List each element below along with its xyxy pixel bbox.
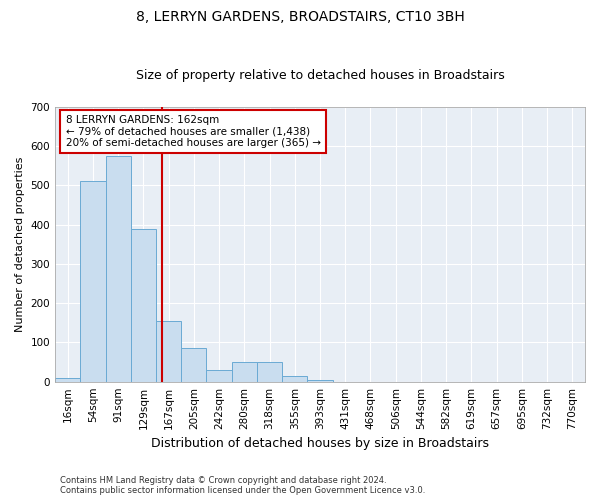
Text: 8, LERRYN GARDENS, BROADSTAIRS, CT10 3BH: 8, LERRYN GARDENS, BROADSTAIRS, CT10 3BH: [136, 10, 464, 24]
Text: Contains HM Land Registry data © Crown copyright and database right 2024.
Contai: Contains HM Land Registry data © Crown c…: [60, 476, 425, 495]
Bar: [257, 362, 282, 382]
Bar: [55, 378, 80, 382]
Bar: [131, 228, 156, 382]
Text: 8 LERRYN GARDENS: 162sqm
← 79% of detached houses are smaller (1,438)
20% of sem: 8 LERRYN GARDENS: 162sqm ← 79% of detach…: [65, 115, 320, 148]
Bar: [206, 370, 232, 382]
X-axis label: Distribution of detached houses by size in Broadstairs: Distribution of detached houses by size …: [151, 437, 489, 450]
Bar: [282, 376, 307, 382]
Bar: [232, 362, 257, 382]
Bar: [156, 321, 181, 382]
Title: Size of property relative to detached houses in Broadstairs: Size of property relative to detached ho…: [136, 69, 505, 82]
Y-axis label: Number of detached properties: Number of detached properties: [15, 156, 25, 332]
Bar: [80, 182, 106, 382]
Bar: [181, 348, 206, 382]
Bar: [106, 156, 131, 382]
Bar: [307, 380, 332, 382]
